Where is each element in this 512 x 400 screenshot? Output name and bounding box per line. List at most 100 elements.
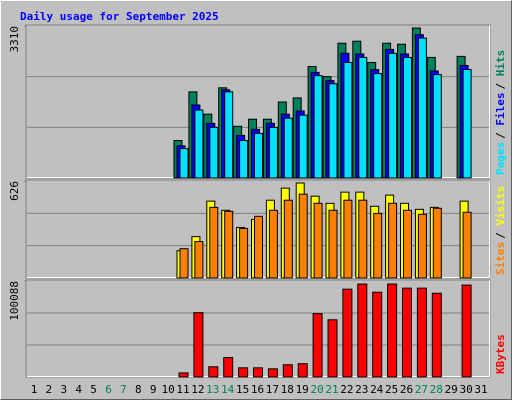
- bar: [373, 73, 383, 179]
- x-tick-label: 1: [31, 383, 38, 396]
- bar: [328, 209, 338, 279]
- spacing: [494, 76, 507, 83]
- x-tick-label: 4: [75, 383, 82, 396]
- bar: [268, 209, 278, 279]
- x-tick-label: 18: [281, 383, 294, 396]
- bar: [282, 364, 293, 378]
- bar: [342, 288, 353, 378]
- x-tick-label: 9: [150, 383, 157, 396]
- bar: [388, 202, 398, 279]
- panel: [25, 279, 491, 378]
- bar: [267, 368, 278, 378]
- bar: [223, 357, 234, 378]
- legend-entry: KBytes: [494, 334, 507, 374]
- x-tick-label: 27: [415, 383, 428, 396]
- bar: [298, 114, 308, 179]
- legend-entry: Sites: [494, 242, 507, 275]
- bar: [179, 148, 189, 179]
- bar: [328, 83, 338, 179]
- x-tick-label: 3: [60, 383, 67, 396]
- legend-separator: /: [494, 232, 507, 239]
- bar: [372, 291, 383, 378]
- x-tick-label: 23: [355, 383, 368, 396]
- bar: [193, 312, 204, 378]
- bar: [254, 132, 263, 179]
- bar: [373, 212, 383, 279]
- x-tick-label: 25: [385, 383, 398, 396]
- bar: [268, 126, 278, 179]
- bar: [179, 248, 189, 279]
- bar: [178, 372, 189, 378]
- bar: [431, 292, 442, 378]
- x-tick-label: 5: [90, 383, 97, 396]
- bar: [403, 56, 412, 179]
- bar: [298, 193, 308, 279]
- legend-separator: /: [494, 132, 507, 139]
- x-tick-label: 7: [120, 383, 127, 396]
- bar: [283, 199, 293, 279]
- x-tick-label: 6: [105, 383, 112, 396]
- x-tick-label: 13: [206, 383, 219, 396]
- legend-separator: /: [494, 83, 507, 90]
- x-tick-label: 22: [340, 383, 353, 396]
- bar: [388, 52, 398, 179]
- legend-entry: Visits: [494, 186, 507, 226]
- bar: [462, 211, 472, 279]
- x-tick-label: 16: [251, 383, 264, 396]
- bar: [239, 227, 249, 279]
- bar: [327, 319, 338, 378]
- x-tick-label: 26: [400, 383, 413, 396]
- bar: [208, 366, 219, 378]
- bar: [312, 313, 323, 378]
- x-tick-label: 17: [266, 383, 279, 396]
- bar: [403, 209, 412, 279]
- x-tick-label: 24: [370, 383, 384, 396]
- y-tick-label: 3310: [8, 26, 21, 53]
- bar: [283, 117, 293, 179]
- x-tick-label: 8: [135, 383, 142, 396]
- bar: [358, 56, 368, 179]
- bar: [432, 74, 442, 179]
- spacing: [494, 126, 507, 133]
- bar: [209, 126, 219, 179]
- legend: Sites / Visits: [494, 186, 507, 275]
- bar: [417, 37, 427, 179]
- bar: [462, 69, 472, 179]
- x-tick-label: 15: [236, 383, 249, 396]
- chart-title: Daily usage for September 2025: [20, 10, 219, 23]
- y-tick-label: 626: [8, 181, 21, 201]
- x-tick-label: 31: [474, 383, 487, 396]
- legend-entry: Hits: [494, 50, 507, 77]
- x-tick-label: 20: [310, 383, 323, 396]
- legend: KBytes: [494, 334, 507, 374]
- x-tick-label: 10: [161, 383, 174, 396]
- bar: [238, 367, 249, 378]
- bar: [297, 363, 308, 378]
- bar: [194, 109, 204, 179]
- bar: [239, 140, 249, 179]
- bar: [313, 202, 323, 279]
- x-tick-label: 19: [296, 383, 309, 396]
- legend-entry: Files: [494, 93, 507, 126]
- bar: [402, 287, 412, 378]
- bar: [358, 199, 368, 279]
- bar: [343, 199, 353, 279]
- x-tick-label: 12: [191, 383, 204, 396]
- bar: [253, 367, 263, 378]
- x-tick-label: 11: [176, 383, 189, 396]
- bar: [461, 284, 472, 378]
- bar: [254, 215, 263, 279]
- x-tick-label: 28: [430, 383, 443, 396]
- x-tick-label: 2: [46, 383, 53, 396]
- bar: [343, 61, 353, 179]
- legend-entry: Pages: [494, 142, 507, 175]
- legend: Pages / Files / Hits: [494, 50, 507, 175]
- bar: [224, 91, 234, 179]
- bar: [357, 283, 368, 378]
- bar: [416, 287, 427, 378]
- bar: [313, 75, 323, 179]
- spacing: [494, 226, 507, 233]
- bar: [194, 241, 204, 279]
- bar: [432, 207, 442, 279]
